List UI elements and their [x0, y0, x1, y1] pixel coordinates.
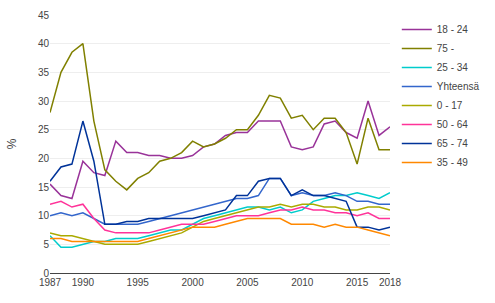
- svg-text:75 -: 75 -: [437, 43, 454, 54]
- svg-text:40: 40: [38, 38, 50, 49]
- svg-text:20: 20: [38, 153, 50, 164]
- svg-text:2015: 2015: [346, 277, 369, 288]
- svg-text:45: 45: [38, 10, 50, 21]
- svg-text:Yhteensä: Yhteensä: [437, 81, 480, 92]
- svg-text:0 - 17: 0 - 17: [437, 100, 463, 111]
- svg-text:35: 35: [38, 67, 50, 78]
- svg-text:10: 10: [38, 210, 50, 221]
- svg-text:50 - 64: 50 - 64: [437, 119, 469, 130]
- svg-text:1995: 1995: [127, 277, 150, 288]
- svg-text:2010: 2010: [291, 277, 314, 288]
- svg-text:1990: 1990: [72, 277, 95, 288]
- svg-text:30: 30: [38, 96, 50, 107]
- svg-text:2018: 2018: [379, 277, 402, 288]
- svg-text:25 - 34: 25 - 34: [437, 62, 469, 73]
- svg-text:1987: 1987: [39, 277, 62, 288]
- svg-text:25: 25: [38, 124, 50, 135]
- svg-text:0: 0: [43, 268, 49, 279]
- svg-text:2005: 2005: [236, 277, 259, 288]
- svg-text:18 - 24: 18 - 24: [437, 24, 469, 35]
- svg-text:65 - 74: 65 - 74: [437, 138, 469, 149]
- svg-text:35 - 49: 35 - 49: [437, 157, 469, 168]
- svg-text:5: 5: [43, 239, 49, 250]
- svg-text:%: %: [5, 138, 19, 149]
- svg-text:2000: 2000: [181, 277, 204, 288]
- svg-text:15: 15: [38, 182, 50, 193]
